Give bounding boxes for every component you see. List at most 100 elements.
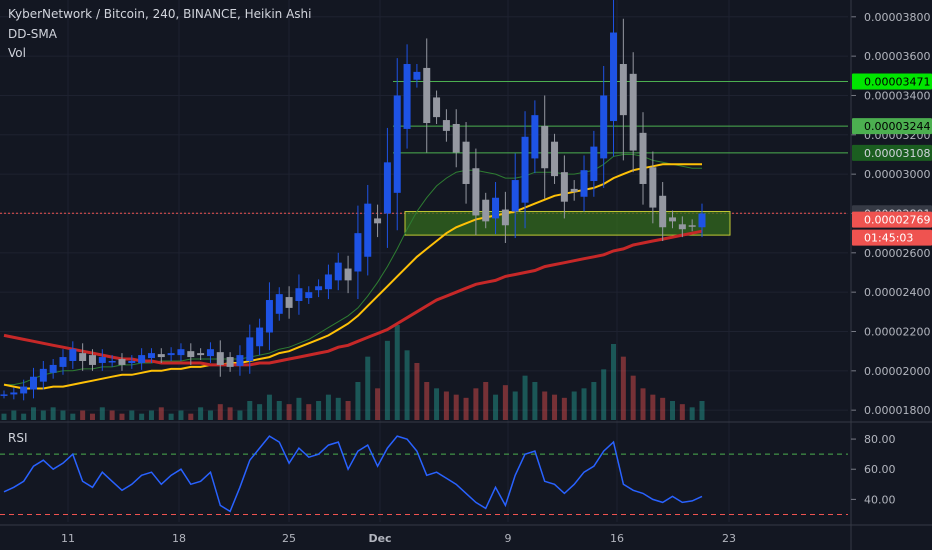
volume-bar <box>40 410 46 420</box>
volume-bar <box>50 407 56 420</box>
candle-body <box>69 349 77 361</box>
candle-body <box>501 209 509 226</box>
x-tick-label: 25 <box>282 532 296 545</box>
support-zone <box>404 211 731 236</box>
x-tick-label: 9 <box>505 532 512 545</box>
candle-body <box>118 359 126 365</box>
volume-bar <box>207 410 213 420</box>
volume-bar <box>650 394 656 420</box>
volume-bar <box>335 397 341 420</box>
price-tag-label: 0.00003244 <box>864 120 930 133</box>
volume-bar <box>611 344 617 420</box>
volume-bar <box>542 391 548 420</box>
volume-bar <box>561 397 567 420</box>
volume-bar <box>217 404 223 420</box>
volume-bar <box>1 413 7 420</box>
candle-body <box>462 141 470 184</box>
price-tag-box <box>852 118 932 135</box>
candle-body <box>49 364 57 373</box>
volume-bar <box>512 391 518 420</box>
volume-bar <box>60 410 66 420</box>
candle-body <box>305 292 313 299</box>
price-tag-box <box>852 211 932 228</box>
volume-bar <box>414 363 420 420</box>
y-tick-label: 0.00001800 <box>864 404 930 417</box>
candle-body <box>442 120 450 131</box>
candle-body <box>216 352 224 365</box>
candle-body <box>659 195 667 228</box>
candle-body <box>383 162 391 214</box>
volume-bar <box>640 388 646 420</box>
candle-body <box>157 354 165 358</box>
x-tick-label: Dec <box>368 532 391 545</box>
candle-body <box>413 71 421 80</box>
candle-body <box>482 199 490 222</box>
rsi-line <box>3 435 703 513</box>
price-tag-label: 0.00003108 <box>864 147 930 160</box>
volume-bar <box>109 410 115 420</box>
volume-bar <box>345 401 351 420</box>
price-series <box>0 0 706 401</box>
volume-bar <box>227 407 233 420</box>
rsi-tick-label: 60.00 <box>864 463 896 476</box>
rsi-tick-label: 80.00 <box>864 433 896 446</box>
candle-body <box>197 353 205 356</box>
rsi-label: RSI <box>8 431 28 445</box>
volume-bar <box>237 410 243 420</box>
candle-body <box>678 224 686 230</box>
volume-bar <box>424 382 430 420</box>
volume-bar <box>70 413 76 420</box>
candle-body <box>236 355 244 366</box>
candle-body <box>108 360 116 363</box>
sma-line-slow <box>3 229 703 367</box>
volume-bar <box>679 404 685 420</box>
volume-bar <box>502 385 508 420</box>
candle-body <box>206 349 214 357</box>
y-tick-label: 0.00002200 <box>864 325 930 338</box>
rsi-tick-label: 40.00 <box>864 493 896 506</box>
volume-bar <box>660 397 666 420</box>
price-tag-box <box>852 73 932 90</box>
candle-body <box>393 95 401 193</box>
volume-bar <box>630 375 636 420</box>
candle-body <box>354 233 362 272</box>
candle-body <box>541 125 549 169</box>
volume-bar <box>394 325 400 420</box>
support-zone-box <box>404 211 731 236</box>
volume-bar <box>306 404 312 420</box>
price-tag-box <box>852 144 932 161</box>
candle-body <box>580 170 588 197</box>
x-tick-label: 11 <box>61 532 75 545</box>
y-tick-label: 0.00002000 <box>864 365 930 378</box>
candle-body <box>256 327 264 347</box>
candle-body <box>560 172 568 202</box>
candle-body <box>344 268 352 281</box>
candle-body <box>167 353 175 356</box>
rsi-panel <box>0 435 848 515</box>
candle-body <box>285 297 293 308</box>
y-tick-label: 0.00003800 <box>864 11 930 24</box>
candle-body <box>472 168 480 216</box>
price-tag-box <box>852 229 932 246</box>
candle-body <box>600 95 608 159</box>
volume-bar <box>434 388 440 420</box>
y-tick-label: 0.00002600 <box>864 247 930 260</box>
indicator-label-sma: DD-SMA <box>8 27 57 41</box>
y-tick-label: 0.00002400 <box>864 286 930 299</box>
indicator-label-volume: Vol <box>8 46 26 60</box>
candle-body <box>10 392 18 395</box>
candle-body <box>324 274 332 290</box>
chart-title: KyberNetwork / Bitcoin, 240, BINANCE, He… <box>8 7 312 21</box>
volume-bar <box>552 394 558 420</box>
volume-bar <box>384 340 390 420</box>
volume-bar <box>129 410 135 420</box>
candle-body <box>246 337 254 361</box>
candle-body <box>0 394 8 396</box>
volume-bar <box>493 394 499 420</box>
volume-bar <box>158 407 164 420</box>
y-tick-label: 0.00003000 <box>864 168 930 181</box>
volume-bar <box>198 407 204 420</box>
candle-body <box>20 386 28 394</box>
